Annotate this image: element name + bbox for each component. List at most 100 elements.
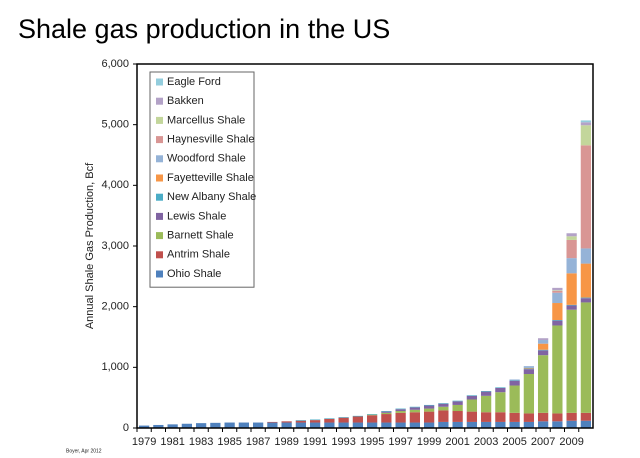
bar-segment bbox=[224, 422, 235, 428]
bar-segment bbox=[537, 343, 549, 350]
bar-segment bbox=[324, 422, 335, 428]
bar-segment bbox=[295, 420, 307, 421]
y-tick-label: 4,000 bbox=[101, 179, 129, 191]
bar-segment bbox=[381, 414, 392, 423]
bar-segment bbox=[352, 416, 364, 423]
bar-segment bbox=[281, 422, 292, 428]
x-tick-label: 1979 bbox=[132, 436, 156, 448]
bar-segment bbox=[438, 403, 449, 407]
legend-label: Marcellus Shale bbox=[167, 114, 245, 126]
bar-segment bbox=[395, 411, 406, 413]
x-tick-label: 1985 bbox=[217, 436, 241, 448]
chart-title: Shale gas production in the US bbox=[18, 14, 390, 44]
bar-segment bbox=[509, 379, 520, 381]
bar-segment bbox=[167, 424, 178, 428]
legend-swatch bbox=[156, 136, 163, 144]
legend-swatch bbox=[156, 97, 163, 105]
bar-segment bbox=[423, 408, 435, 412]
x-tick-label: 1993 bbox=[331, 436, 355, 448]
bar-segment bbox=[366, 414, 378, 415]
bar-segment bbox=[395, 412, 406, 423]
legend-swatch bbox=[156, 78, 163, 86]
bar-segment bbox=[552, 413, 563, 422]
bar-segment bbox=[537, 338, 549, 341]
bar-segment bbox=[153, 424, 164, 428]
legend-label: Antrim Shale bbox=[167, 249, 230, 261]
x-tick-label: 1997 bbox=[388, 436, 412, 448]
bar-segment bbox=[552, 320, 563, 321]
y-tick-label: 6,000 bbox=[101, 58, 129, 70]
bar-segment bbox=[338, 422, 349, 428]
x-tick-label: 1991 bbox=[303, 436, 327, 448]
bar-segment bbox=[580, 297, 592, 299]
bar-segment bbox=[238, 422, 250, 428]
bar-segment bbox=[324, 418, 335, 423]
bar-segment bbox=[466, 411, 478, 422]
bar-segment bbox=[452, 400, 463, 402]
legend-box bbox=[149, 71, 255, 288]
bar-segment bbox=[523, 366, 535, 368]
bar-segment bbox=[523, 368, 535, 370]
bar-segment bbox=[552, 421, 563, 428]
bar-segment bbox=[352, 415, 364, 417]
bar-segment bbox=[495, 412, 506, 422]
bar-segment bbox=[580, 263, 592, 298]
bar-segment bbox=[423, 404, 435, 406]
bar-segment bbox=[395, 409, 406, 412]
bar-segment bbox=[181, 423, 193, 428]
bar-segment bbox=[552, 287, 563, 291]
x-tick-label: 2003 bbox=[474, 436, 498, 448]
bar-segment bbox=[566, 412, 577, 421]
bar-segment bbox=[466, 395, 478, 396]
bar-segment bbox=[566, 305, 577, 310]
bar-segment bbox=[523, 374, 535, 414]
bar-segment bbox=[537, 421, 549, 428]
bar-segment bbox=[566, 233, 577, 237]
bar-segment bbox=[509, 380, 520, 381]
bar-segment bbox=[580, 122, 592, 126]
bar-segment bbox=[452, 401, 463, 405]
bar-segment bbox=[423, 411, 435, 423]
bar-segment bbox=[495, 387, 506, 388]
bar-segment bbox=[537, 350, 549, 356]
x-tick-label: 2007 bbox=[531, 436, 555, 448]
legend-label: Haynesville Shale bbox=[167, 134, 254, 146]
legend-swatch bbox=[156, 174, 163, 182]
bar-segment bbox=[523, 369, 535, 375]
bar-segment bbox=[423, 405, 435, 409]
bar-segment bbox=[409, 409, 421, 413]
x-tick-label: 1981 bbox=[160, 436, 184, 448]
bar-segment bbox=[309, 419, 321, 421]
bar-segment bbox=[495, 387, 506, 393]
bar-segment bbox=[580, 420, 592, 428]
bar-segment bbox=[580, 145, 592, 249]
bar-segment bbox=[552, 325, 563, 414]
bar-segment bbox=[352, 422, 364, 428]
bar-segment bbox=[409, 407, 421, 410]
bar-segment bbox=[480, 412, 492, 422]
bar-segment bbox=[210, 422, 221, 428]
y-tick-label: 3,000 bbox=[101, 240, 129, 252]
legend-label: Fayetteville Shale bbox=[167, 172, 254, 184]
bar-segment bbox=[509, 380, 520, 386]
bar-segment bbox=[523, 413, 535, 422]
plot-frame bbox=[136, 63, 594, 429]
legend-label: Barnett Shale bbox=[167, 230, 234, 242]
legend-label: New Albany Shale bbox=[167, 191, 256, 203]
bar-segment bbox=[267, 422, 278, 428]
bar-segment bbox=[495, 421, 506, 428]
bar-segment bbox=[381, 411, 392, 412]
y-tick-label: 5,000 bbox=[101, 119, 129, 131]
bar-segment bbox=[466, 421, 478, 428]
bar-segment bbox=[537, 412, 549, 422]
bar-segment bbox=[480, 391, 492, 396]
bar-segment bbox=[537, 340, 549, 344]
bar-segment bbox=[395, 422, 406, 428]
bar-segment bbox=[338, 417, 349, 423]
bar-segment bbox=[267, 421, 278, 423]
bar-segment bbox=[509, 421, 520, 428]
x-tick-label: 1995 bbox=[360, 436, 384, 448]
bar-segment bbox=[537, 355, 549, 413]
bar-segment bbox=[523, 421, 535, 428]
